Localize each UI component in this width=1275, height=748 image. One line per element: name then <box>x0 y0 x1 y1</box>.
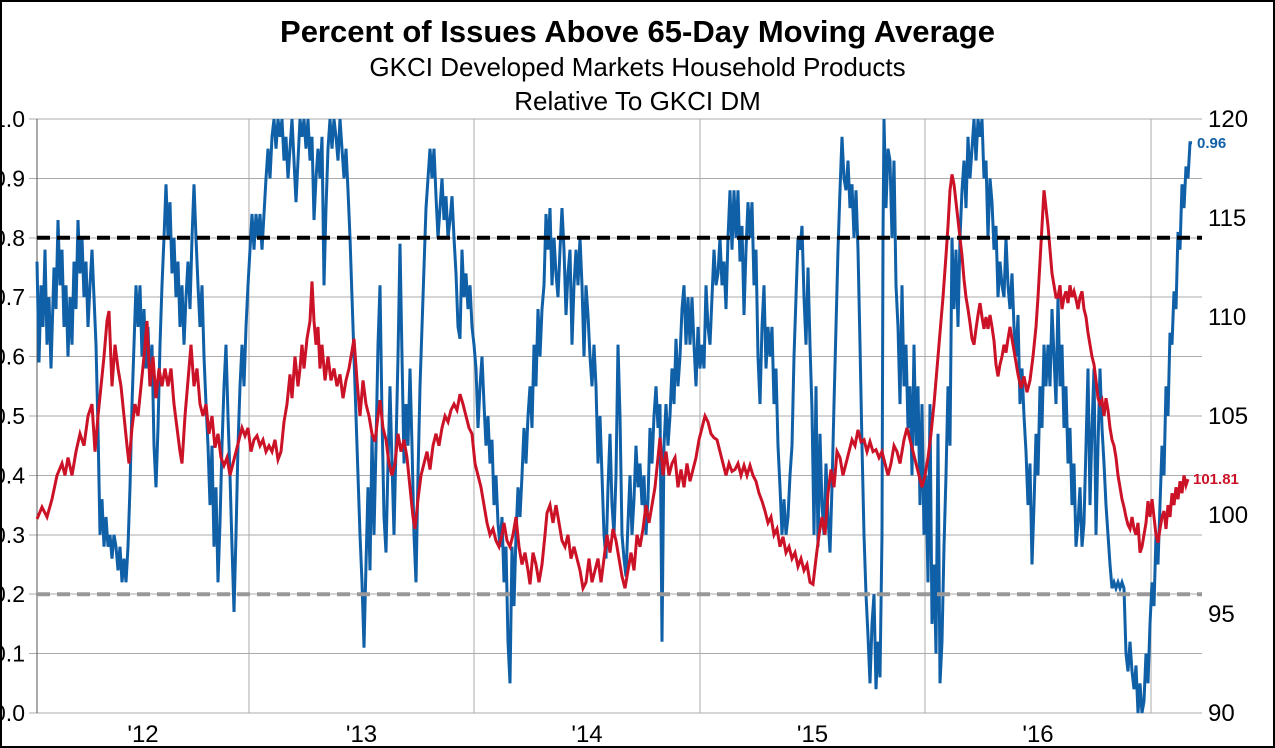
left-axis-tick: 0.5 <box>2 403 25 429</box>
left-axis-tick: 0.0 <box>2 700 25 726</box>
chart-line-relative-strength-index <box>35 174 1190 594</box>
left-axis-tick: 1.0 <box>2 106 25 132</box>
x-axis-year-label: '15 <box>797 721 828 748</box>
end-label-relative-strength-index: 101.81 <box>1193 471 1239 488</box>
right-axis-tick: 95 <box>1208 601 1235 628</box>
x-axis-year-label: '13 <box>346 721 377 748</box>
left-axis-tick: 0.8 <box>2 225 25 251</box>
chart-title: Percent of Issues Above 65-Day Moving Av… <box>280 14 995 49</box>
right-axis-tick: 105 <box>1208 403 1248 430</box>
x-axis-year-label: '16 <box>1022 721 1053 748</box>
chart-subtitle-line2: Relative To GKCI DM <box>514 86 761 116</box>
left-axis-tick: 0.7 <box>2 284 25 310</box>
right-axis-tick: 90 <box>1208 700 1235 727</box>
left-axis-tick: 0.3 <box>2 522 25 548</box>
right-axis-tick: 110 <box>1208 304 1246 331</box>
left-axis-tick: 0.4 <box>2 462 25 488</box>
right-axis-tick: 100 <box>1208 502 1248 529</box>
end-label-percent-above-65dma: 0.96 <box>1197 135 1226 152</box>
left-axis-tick: 0.2 <box>2 581 25 607</box>
left-axis-tick: 0.1 <box>2 641 25 667</box>
left-axis-tick: 0.9 <box>2 165 25 191</box>
right-axis-tick: 115 <box>1208 205 1246 232</box>
x-axis-year-label: '14 <box>571 721 602 748</box>
chart-line-percent-above-65dma <box>35 118 1192 714</box>
left-axis-tick: 0.6 <box>2 344 25 370</box>
chart-subtitle-line1: GKCI Developed Markets Household Product… <box>369 52 906 82</box>
right-axis-tick: 120 <box>1208 106 1248 133</box>
x-axis-year-label: '12 <box>127 721 158 748</box>
